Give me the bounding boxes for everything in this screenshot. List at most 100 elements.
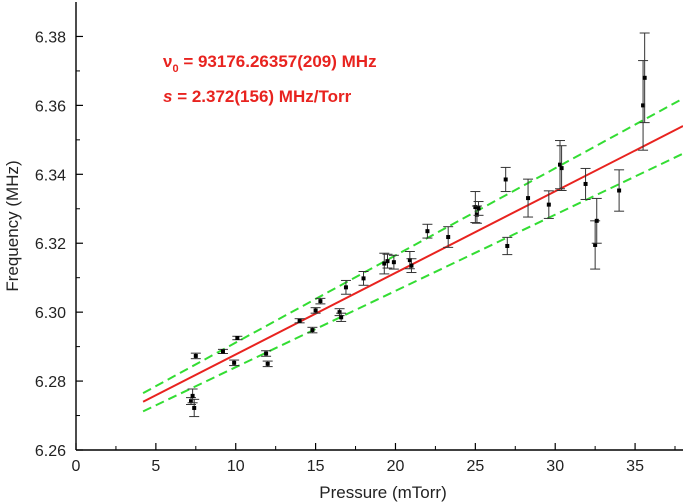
y-axis-title: Frequency (MHz)	[3, 160, 22, 291]
data-point	[502, 236, 513, 256]
data-point	[591, 197, 602, 244]
point-marker	[503, 177, 508, 182]
y-tick-label: 6.38	[35, 29, 66, 46]
y-tick-label: 6.36	[35, 98, 66, 115]
point-marker	[641, 103, 646, 108]
band-upper-line	[142, 97, 683, 395]
point-marker	[189, 399, 194, 404]
x-tick-label: 10	[227, 458, 245, 475]
data-point	[639, 32, 650, 124]
x-tick-label: 5	[151, 458, 160, 475]
point-marker	[617, 188, 622, 193]
data-point	[262, 360, 273, 368]
data-point	[334, 308, 345, 317]
data-point	[382, 253, 393, 269]
point-marker	[265, 361, 270, 366]
x-tick-label: 35	[626, 458, 644, 475]
point-marker	[583, 181, 588, 186]
x-ticks: 0 5 10 15 20 25 30 35	[72, 443, 676, 475]
x-tick-label: 15	[307, 458, 325, 475]
point-marker	[391, 260, 396, 265]
data-point	[406, 258, 417, 274]
confidence-bands	[142, 97, 683, 413]
point-marker	[382, 261, 387, 266]
annotation-s-symbol: s	[163, 87, 172, 106]
annotation-nu-value: = 93176.26357(209) MHz	[179, 52, 377, 71]
data-point	[189, 398, 200, 418]
point-marker	[297, 318, 302, 323]
point-marker	[193, 353, 198, 358]
point-marker	[546, 202, 551, 207]
data-point	[473, 201, 484, 216]
data-point	[315, 297, 326, 305]
y-tick-label: 6.30	[35, 305, 66, 322]
point-marker	[361, 276, 366, 281]
y-tick-label: 6.28	[35, 374, 66, 391]
point-marker	[318, 299, 323, 304]
data-point	[358, 270, 369, 286]
data-point	[388, 254, 399, 270]
point-marker	[409, 263, 414, 268]
data-point	[638, 60, 649, 151]
point-marker	[235, 336, 240, 340]
data-point	[379, 252, 390, 275]
point-marker	[220, 349, 225, 354]
point-marker	[339, 315, 344, 320]
data-point	[614, 169, 625, 212]
point-marker	[505, 243, 510, 248]
x-tick-label: 20	[387, 458, 405, 475]
point-marker	[558, 162, 563, 167]
data-point	[580, 167, 591, 200]
data-point	[556, 145, 567, 192]
point-marker	[313, 308, 318, 313]
point-marker	[642, 75, 647, 80]
point-marker	[593, 242, 598, 247]
band-lower-line	[142, 152, 683, 413]
point-marker	[474, 212, 479, 217]
data-point	[500, 166, 511, 193]
data-point	[261, 350, 272, 357]
point-marker	[232, 360, 237, 365]
data-point	[470, 191, 481, 224]
data-point	[217, 348, 228, 355]
data-point	[590, 220, 601, 270]
point-marker	[385, 259, 390, 264]
y-tick-label: 6.32	[35, 236, 66, 253]
data-point	[543, 190, 554, 219]
point-marker	[594, 218, 599, 223]
data-point	[555, 140, 566, 190]
annotation-s: s = 2.372(156) MHz/Torr	[163, 87, 352, 106]
data-point	[307, 326, 318, 334]
data-points	[186, 32, 650, 418]
point-marker	[192, 405, 197, 410]
point-marker	[310, 328, 315, 333]
point-marker	[337, 310, 342, 315]
data-point	[310, 307, 321, 314]
data-point	[187, 388, 198, 404]
data-point	[443, 226, 454, 248]
x-axis-title: Pressure (mTorr)	[319, 483, 447, 502]
x-tick-label: 25	[466, 458, 484, 475]
annotation-nu-subscript: 0	[172, 63, 178, 75]
x-tick-label: 30	[546, 458, 564, 475]
data-point	[229, 359, 240, 367]
data-point	[340, 279, 351, 295]
data-point	[294, 318, 305, 324]
data-point	[190, 352, 201, 360]
y-tick-label: 6.34	[35, 167, 66, 184]
y-ticks: 6.26 6.28 6.30 6.32 6.34 6.36 6.38	[35, 29, 83, 460]
point-marker	[264, 351, 269, 356]
y-tick-label: 6.26	[35, 443, 66, 460]
point-marker	[425, 229, 430, 234]
data-point	[336, 312, 347, 322]
point-marker	[473, 205, 478, 210]
point-marker	[446, 235, 451, 240]
annotation-nu: ν0 = 93176.26357(209) MHz	[163, 52, 377, 75]
annotation-nu-symbol: ν	[163, 52, 172, 71]
point-marker	[343, 285, 348, 290]
x-tick-label: 0	[72, 458, 81, 475]
point-marker	[526, 196, 531, 201]
data-point	[422, 223, 433, 239]
data-point	[232, 335, 243, 341]
